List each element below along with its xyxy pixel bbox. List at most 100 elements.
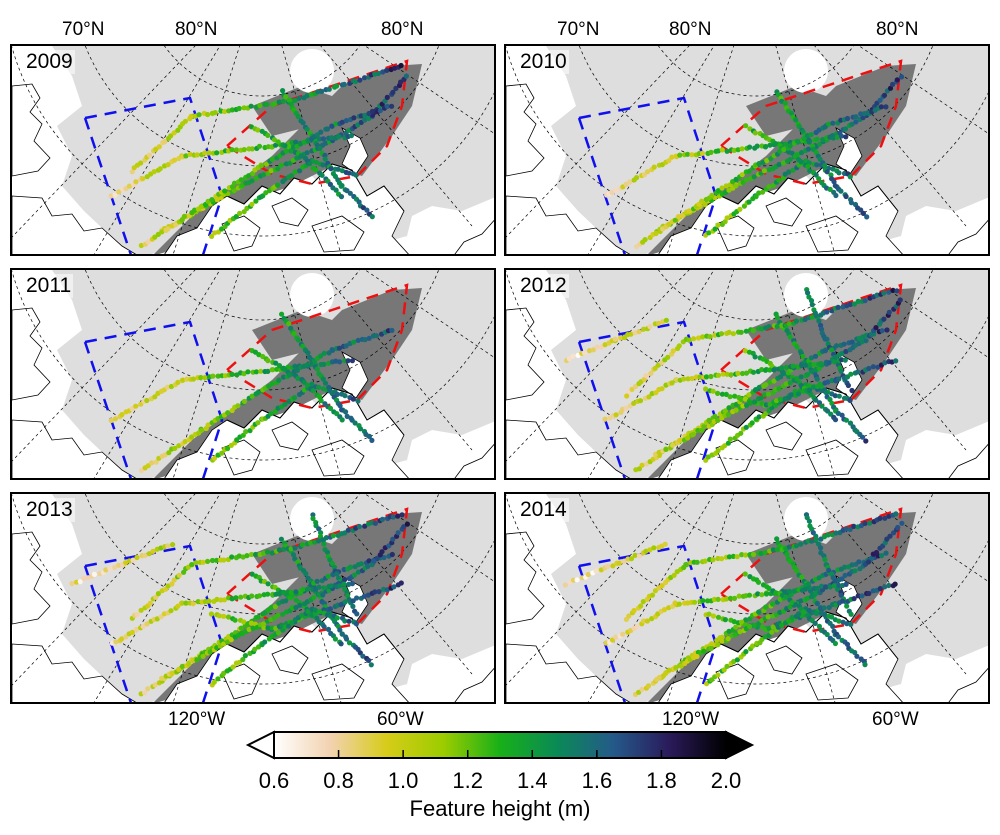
track-point [346, 170, 352, 176]
track-point [282, 401, 288, 407]
track-point [893, 511, 899, 517]
track-point [300, 586, 306, 592]
track-point [818, 545, 824, 551]
track-point [809, 368, 815, 374]
track-point [703, 386, 709, 392]
track-point [270, 367, 276, 373]
track-point [300, 120, 306, 126]
track-point [663, 446, 669, 452]
track-point [806, 294, 812, 300]
track-point [168, 383, 174, 390]
meridian-line [94, 494, 221, 702]
track-point [145, 463, 151, 469]
lat-label-80n-left-b: 80°N [381, 19, 424, 40]
land-mass [765, 645, 803, 675]
track-point [304, 126, 310, 132]
track-point [253, 175, 259, 181]
map-panel-2012: 2012 [504, 268, 990, 480]
track-point [261, 625, 267, 631]
track-point [843, 526, 849, 532]
track-point [843, 417, 849, 423]
track-point [826, 604, 832, 611]
track-point [310, 388, 316, 394]
pole-hole [784, 49, 828, 93]
track-point [341, 581, 347, 587]
track-point [632, 330, 638, 336]
track-point [289, 620, 295, 626]
track-point [739, 552, 745, 558]
track-point [274, 366, 280, 372]
track-point [401, 524, 407, 530]
track-point [384, 587, 390, 593]
track-point [726, 405, 732, 411]
track-point [355, 398, 361, 404]
track-point [860, 210, 866, 216]
track-point [824, 169, 830, 175]
track-point [280, 88, 286, 94]
track-point [236, 553, 242, 559]
flight-tracks [108, 62, 409, 249]
meridian-line [172, 270, 241, 478]
colorbar-bar [273, 731, 727, 759]
track-point [694, 559, 700, 565]
track-point [708, 373, 714, 380]
track-point [268, 604, 275, 610]
track-point [747, 623, 753, 630]
track-point [316, 526, 322, 532]
track-point [356, 523, 362, 530]
track-point [849, 387, 855, 394]
track-point [726, 628, 732, 634]
track-point [395, 530, 401, 536]
track-point [877, 515, 883, 521]
track-point [256, 352, 262, 358]
track-point [685, 376, 691, 382]
track-point [248, 103, 254, 109]
track-point [188, 113, 194, 119]
track-point [647, 547, 653, 553]
track-point [308, 540, 314, 546]
track-point [752, 130, 758, 136]
track-point [308, 92, 314, 98]
track-point [756, 384, 762, 390]
track-point [249, 593, 255, 599]
track-point [130, 557, 136, 563]
track-point [219, 450, 225, 456]
track-point [832, 640, 838, 647]
track-point [835, 304, 841, 310]
track-point [822, 556, 828, 563]
land-mass [506, 307, 545, 401]
track-point [742, 348, 748, 354]
track-point [859, 593, 865, 599]
track-point [377, 108, 383, 114]
track-point [315, 89, 321, 95]
track-point [862, 298, 868, 304]
track-point [269, 550, 275, 556]
track-point [753, 194, 759, 200]
track-point [307, 161, 313, 167]
track-point [225, 445, 231, 452]
track-point [787, 604, 793, 610]
track-point [339, 183, 345, 189]
track-point [384, 103, 390, 109]
track-point [813, 590, 819, 596]
track-point [749, 420, 755, 426]
track-point [839, 412, 845, 418]
track-point [357, 426, 364, 432]
track-point [866, 590, 872, 597]
track-point [249, 393, 255, 399]
track-point [586, 348, 593, 354]
land-mass [805, 439, 859, 477]
track-point [365, 563, 371, 569]
track-point [113, 639, 119, 645]
track-point [321, 624, 327, 630]
track-point [613, 634, 619, 640]
track-point [613, 412, 619, 418]
track-point [881, 290, 887, 296]
track-point [165, 543, 171, 549]
map-panel-2010: 2010 [504, 44, 990, 256]
track-point [238, 625, 244, 631]
track-point [743, 123, 749, 129]
track-point [727, 595, 734, 601]
track-point [116, 189, 122, 195]
track-point [339, 631, 345, 637]
